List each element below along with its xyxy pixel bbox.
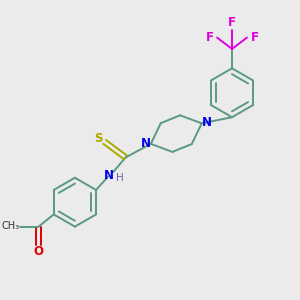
Text: CH₃: CH₃ <box>1 221 19 231</box>
Text: N: N <box>104 169 114 182</box>
Text: S: S <box>94 132 102 145</box>
Text: F: F <box>206 31 214 44</box>
Text: H: H <box>116 173 124 183</box>
Text: O: O <box>33 245 43 259</box>
Text: N: N <box>141 137 151 150</box>
Text: F: F <box>250 31 258 44</box>
Text: F: F <box>228 16 236 29</box>
Text: N: N <box>202 116 212 129</box>
